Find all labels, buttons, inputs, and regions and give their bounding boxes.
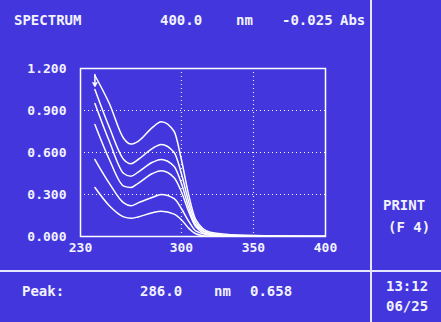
html-text:nm: nm: [214, 283, 231, 299]
html-text:SPECTRUM: SPECTRUM: [14, 12, 82, 28]
html-text:06/25: 06/25: [386, 298, 429, 314]
svg-text:300: 300: [170, 240, 194, 255]
svg-text:350: 350: [242, 240, 266, 255]
svg-text:0.900: 0.900: [27, 103, 66, 118]
svg-text:0.000: 0.000: [27, 229, 66, 244]
html-text:0.658: 0.658: [250, 283, 293, 299]
html-text:400.0: 400.0: [160, 12, 203, 28]
svg-text:0.300: 0.300: [27, 187, 66, 202]
svg-text:230: 230: [69, 240, 93, 255]
html-text:13:12: 13:12: [386, 278, 429, 294]
html-text:(F 4): (F 4): [388, 219, 431, 235]
svg-text:0.600: 0.600: [27, 145, 66, 160]
svg-text:1.200: 1.200: [27, 61, 66, 76]
html-text:-0.025: -0.025: [282, 12, 333, 28]
html-text:PRINT: PRINT: [383, 197, 426, 213]
html-text:286.0: 286.0: [140, 283, 183, 299]
html-text:Abs: Abs: [340, 12, 366, 28]
html-text:Peak:: Peak:: [22, 283, 65, 299]
svg-text:400: 400: [314, 240, 338, 255]
html-text:nm: nm: [236, 12, 253, 28]
